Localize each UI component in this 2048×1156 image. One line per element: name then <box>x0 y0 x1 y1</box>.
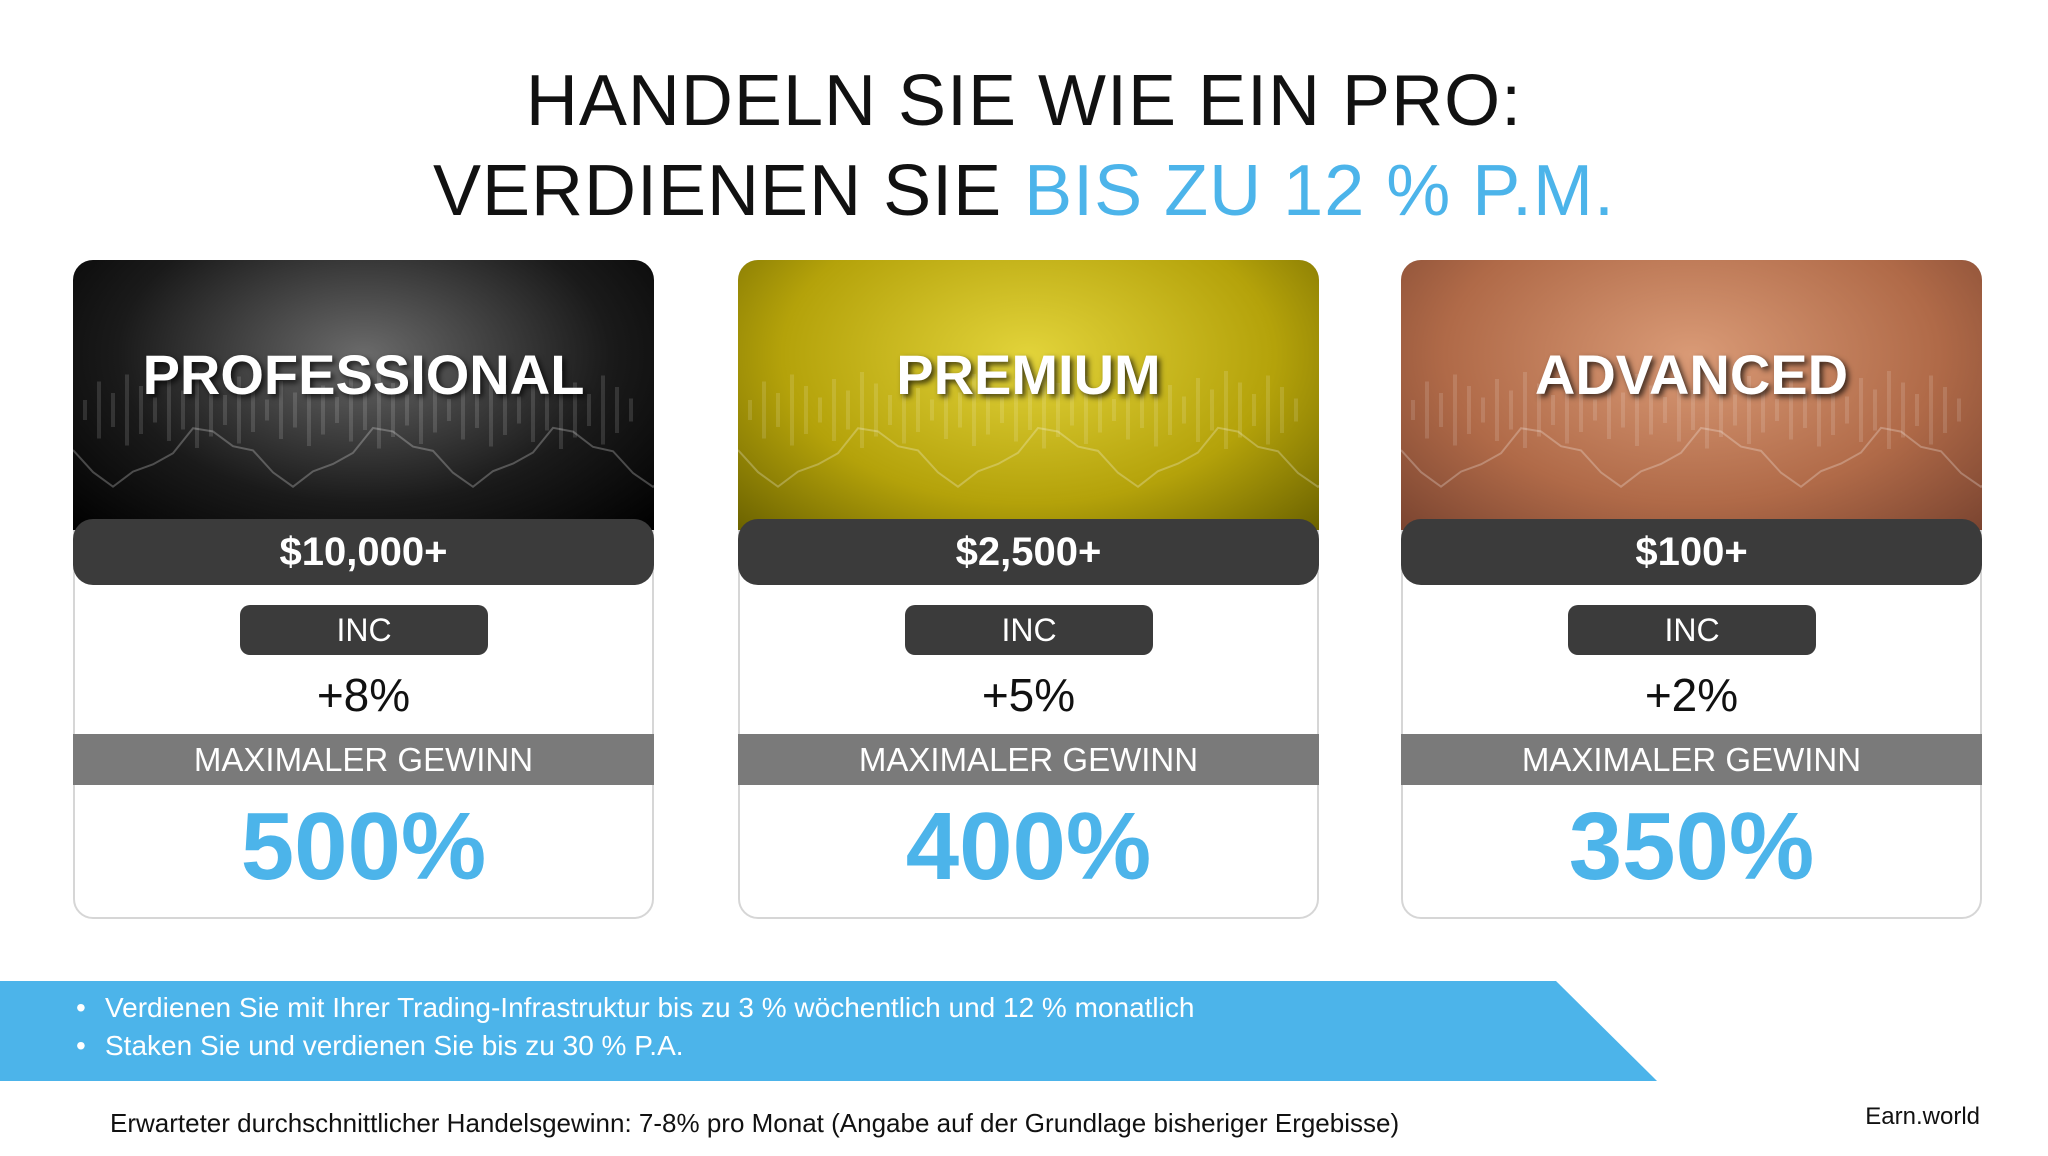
title-highlight: BIS ZU 12 % P.M. <box>1024 151 1615 231</box>
plan-name: PROFESSIONAL <box>142 343 585 406</box>
bullet-text: Verdienen Sie mit Ihrer Trading-Infrastr… <box>105 992 1195 1023</box>
max-label: MAXIMALER GEWINN <box>73 734 654 785</box>
plan-name: ADVANCED <box>1534 343 1849 406</box>
inc-value: +8% <box>316 669 411 721</box>
inc-value: +5% <box>981 669 1076 721</box>
brand: Earn.world <box>1865 1103 1980 1130</box>
footnote: Erwarteter durchschnittlicher Handelsgew… <box>110 1108 1400 1138</box>
bullet-text: Staken Sie und verdienen Sie bis zu 30 %… <box>105 1030 684 1061</box>
title-prefix: VERDIENEN SIE <box>432 151 1003 231</box>
card-header <box>738 260 1319 530</box>
max-label: MAXIMALER GEWINN <box>738 734 1319 785</box>
max-label: MAXIMALER GEWINN <box>1401 734 1982 785</box>
header-texture <box>1401 371 1982 489</box>
inc-label: INC <box>1568 605 1816 655</box>
bullet: Verdienen Sie mit Ihrer Trading-Infrastr… <box>76 992 1194 1024</box>
plan-card: PROFESSIONAL $10,000+ INC +8% MAXIMALER GEWI… <box>73 260 654 919</box>
plan-price: $100+ <box>1401 519 1982 585</box>
card-header <box>73 260 654 530</box>
plan-card: ADVANCED $100+ INC +2% MAXIMALER GEWINN 350% <box>1401 260 1982 919</box>
bullet: Staken Sie und verdienen Sie bis zu 30 %… <box>76 1030 684 1062</box>
plan-card: PREMIUM $2,500+ INC +5% MAXIMALER GEWINN 400% <box>738 260 1319 919</box>
plan-name: PREMIUM <box>896 343 1161 406</box>
plan-price: $2,500+ <box>738 519 1319 585</box>
max-value: 350% <box>1568 793 1815 900</box>
header-texture <box>73 371 654 489</box>
header-texture <box>738 371 1319 489</box>
max-value: 400% <box>905 793 1152 900</box>
card-header <box>1401 260 1982 530</box>
title-line2: VERDIENEN SIE BIS ZU 12 % P.M. <box>0 150 2048 232</box>
inc-value: +2% <box>1644 669 1739 721</box>
inc-label: INC <box>240 605 488 655</box>
title-line1: HANDELN SIE WIE EIN PRO: <box>525 61 1523 141</box>
inc-label: INC <box>905 605 1153 655</box>
plan-price: $10,000+ <box>73 519 654 585</box>
max-value: 500% <box>240 793 487 900</box>
